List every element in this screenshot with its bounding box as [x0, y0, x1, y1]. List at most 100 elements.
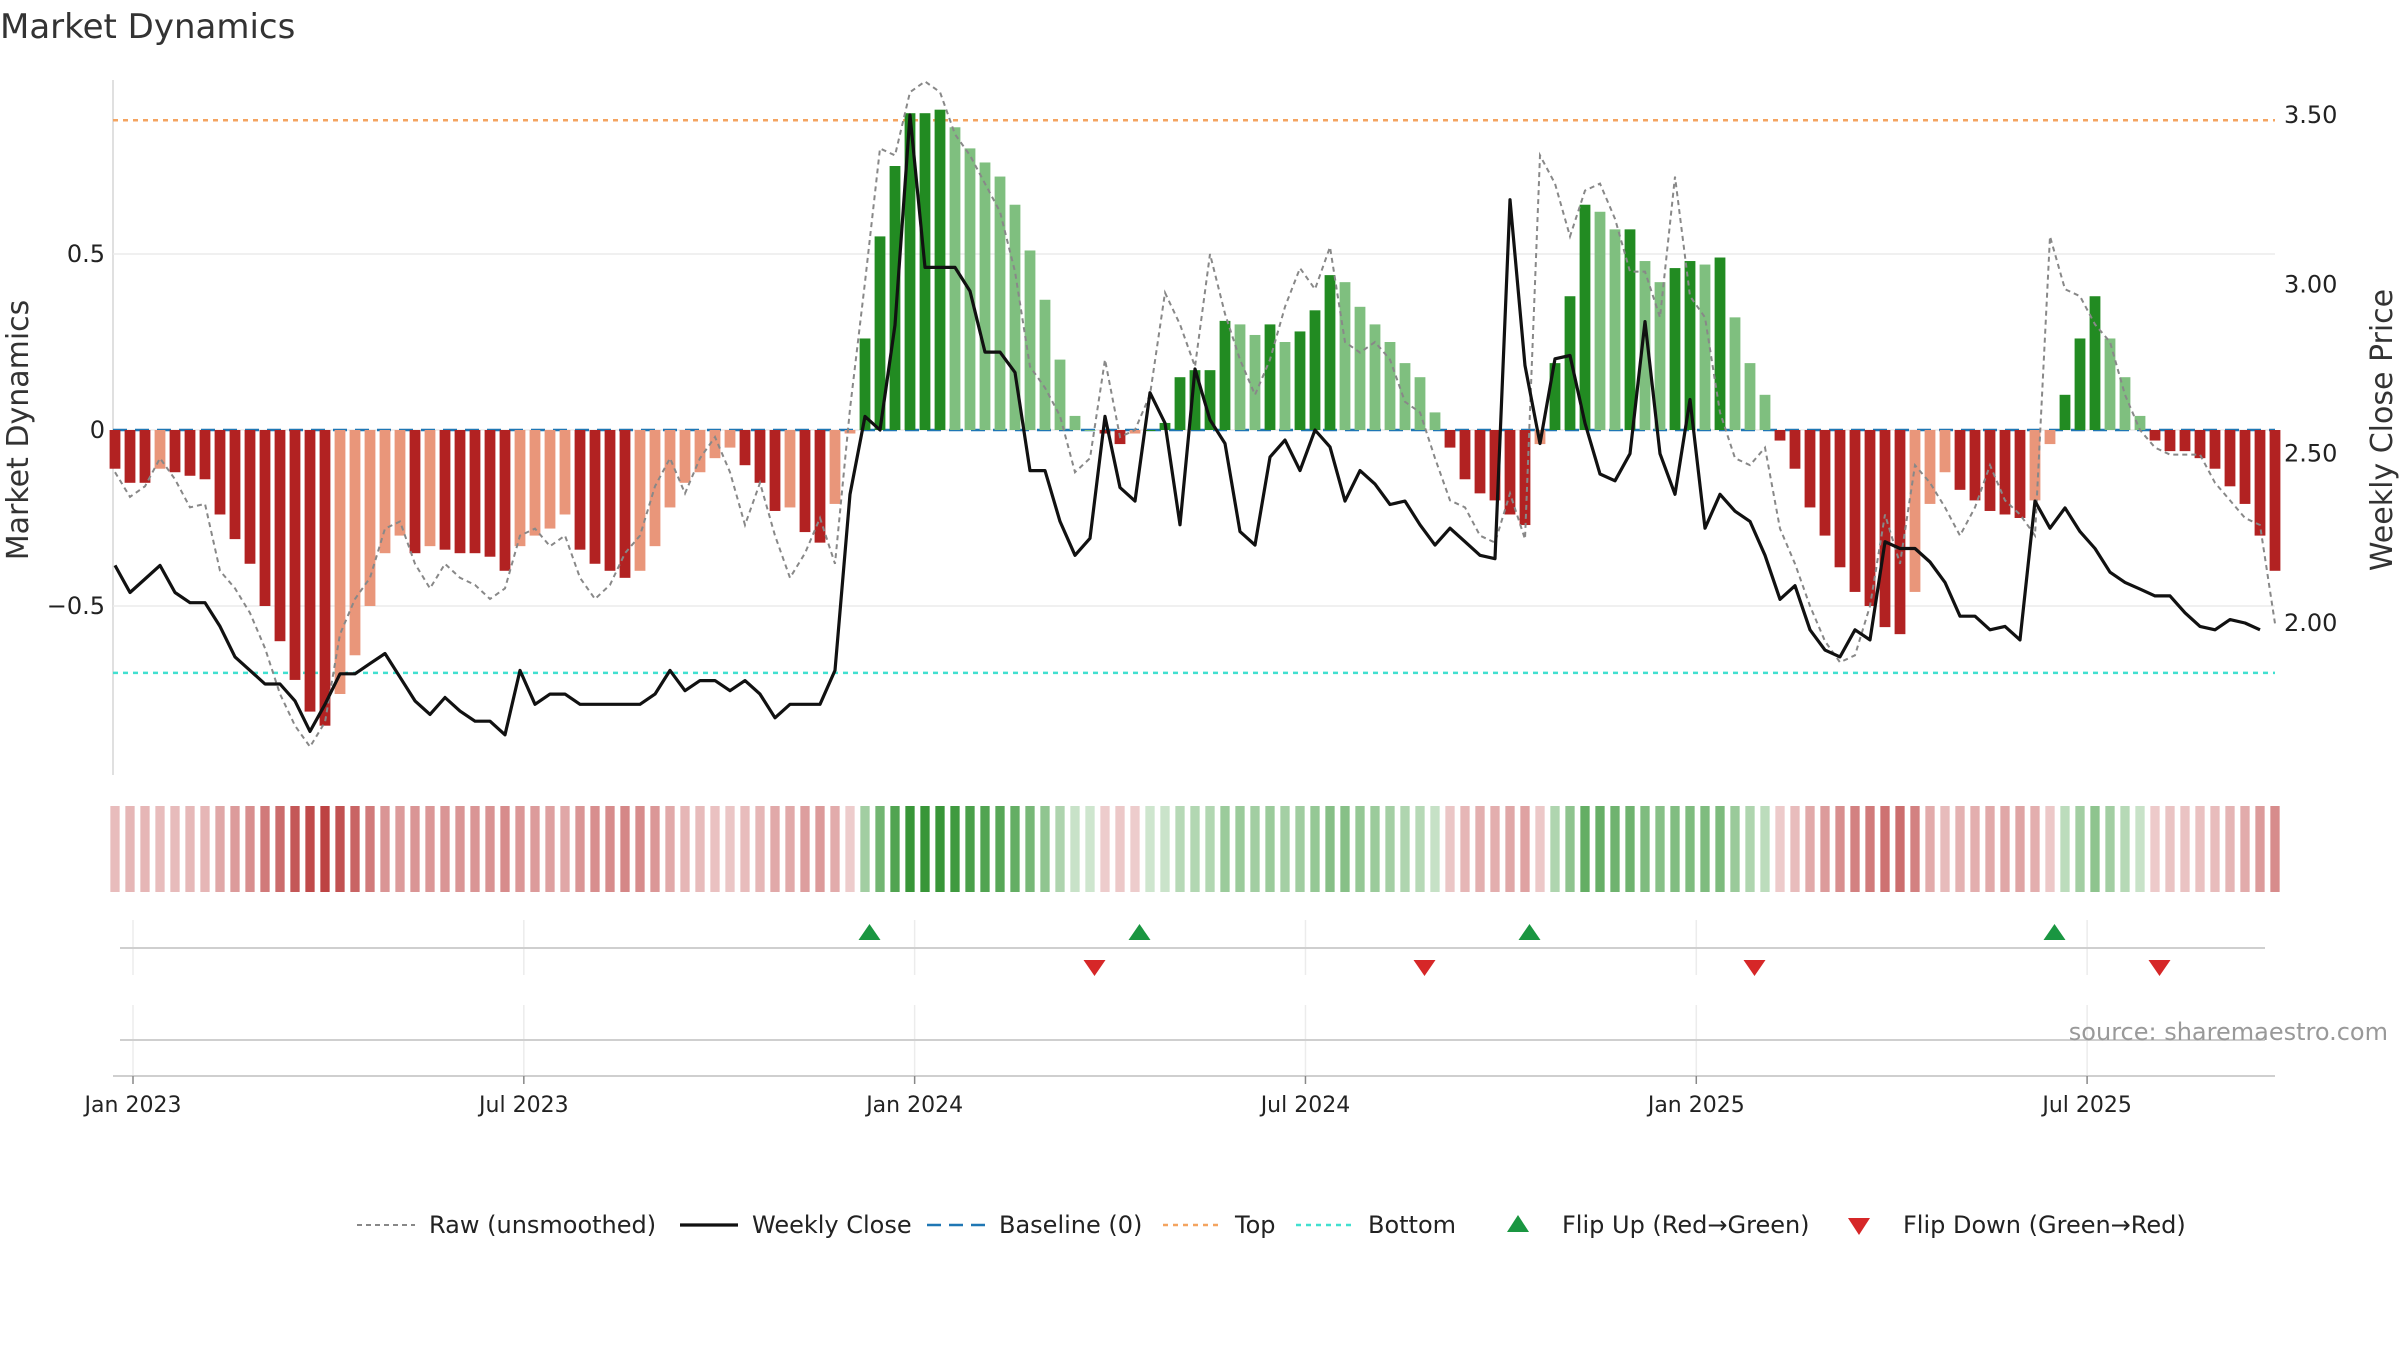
dynamics-bar — [679, 430, 691, 483]
regime-strip-cell — [530, 806, 540, 892]
dynamics-bar — [559, 430, 571, 515]
regime-strip-cell — [1445, 806, 1455, 892]
regime-strip-cell — [515, 806, 525, 892]
regime-strip-cell — [1985, 806, 1995, 892]
dynamics-bar — [754, 430, 766, 483]
x-tick-label: Jan 2025 — [1646, 1093, 1745, 1118]
regime-strip-cell — [2270, 806, 2280, 892]
dynamics-bar — [1024, 250, 1036, 430]
flip-down-marker — [2148, 960, 2171, 976]
regime-strip-cell — [1265, 806, 1275, 892]
regime-strip-cell — [2210, 806, 2220, 892]
dynamics-bar — [1894, 430, 1906, 635]
regime-strip-cell — [920, 806, 930, 892]
regime-strip-cell — [1760, 806, 1770, 892]
dynamics-bar — [1519, 430, 1531, 526]
dynamics-bar — [229, 430, 241, 540]
close-series — [113, 113, 2261, 737]
dynamics-bar — [2104, 338, 2116, 430]
flip-down-marker — [1413, 960, 1436, 976]
regime-strip-cell — [1535, 806, 1545, 892]
dynamics-bar — [1489, 430, 1501, 501]
regime-strip-cell — [1460, 806, 1470, 892]
dynamics-bar — [1444, 430, 1456, 448]
dynamics-bar — [1144, 430, 1156, 431]
regime-strip-cell — [1175, 806, 1185, 892]
dynamics-bar — [1984, 430, 1996, 511]
regime-strip-cell — [1715, 806, 1725, 892]
regime-strip-cell — [740, 806, 750, 892]
regime-strip-cell — [815, 806, 825, 892]
legend-swatch — [1507, 1215, 1529, 1232]
dynamics-bar — [2194, 430, 2206, 459]
dynamics-bar — [1324, 275, 1336, 430]
regime-strip-cell — [395, 806, 405, 892]
dynamics-bar — [1294, 331, 1306, 430]
regime-strip-cell — [1100, 806, 1110, 892]
dynamics-bar — [2074, 338, 2086, 430]
regime-strip-cell — [425, 806, 435, 892]
dynamics-bar — [1099, 430, 1111, 434]
regime-strip-cell — [2075, 806, 2085, 892]
regime-strip-cell — [1625, 806, 1635, 892]
regime-strip-cell — [2030, 806, 2040, 892]
dynamics-bar — [2164, 430, 2176, 452]
regime-strip-cell — [1190, 806, 1200, 892]
regime-strip-cell — [410, 806, 420, 892]
regime-strip-cell — [440, 806, 450, 892]
dynamics-bar — [1729, 317, 1741, 430]
dynamics-bar — [1594, 211, 1606, 430]
regime-strip-cell — [860, 806, 870, 892]
regime-strip-cell — [1505, 806, 1515, 892]
regime-strip-cell — [1310, 806, 1320, 892]
regime-strip-cell — [380, 806, 390, 892]
regime-strip-cell — [1295, 806, 1305, 892]
regime-strip-cell — [800, 806, 810, 892]
dynamics-bar — [169, 430, 181, 473]
dynamics-bar — [604, 430, 616, 571]
dynamics-bar — [634, 430, 646, 571]
dynamics-bar — [409, 430, 421, 554]
flip-down-marker — [1743, 960, 1766, 976]
dynamics-bar — [1174, 377, 1186, 430]
dynamics-bar — [1744, 363, 1756, 430]
y-right-tick-label: 3.50 — [2284, 101, 2337, 129]
dynamics-bar — [394, 430, 406, 536]
regime-strip-cell — [200, 806, 210, 892]
legend-label: Flip Down (Green→Red) — [1903, 1211, 2186, 1239]
dynamics-bar — [1879, 430, 1891, 628]
x-tick-label: Jul 2024 — [1259, 1093, 1351, 1118]
dynamics-bar — [1219, 320, 1231, 430]
dynamics-bar — [2119, 377, 2131, 430]
dynamics-bar — [1654, 282, 1666, 430]
regime-strip-cell — [1565, 806, 1575, 892]
regime-strip-cell — [725, 806, 735, 892]
dynamics-bar — [1999, 430, 2011, 515]
regime-strip-cell — [1940, 806, 1950, 892]
regime-strip-cell — [635, 806, 645, 892]
regime-strip-cell — [605, 806, 615, 892]
dynamics-bar — [1624, 229, 1636, 430]
y-left-tick-label: −0.5 — [47, 592, 105, 620]
dynamics-bar — [289, 430, 301, 680]
dynamics-bar — [934, 109, 946, 431]
regime-strip-cell — [2045, 806, 2055, 892]
regime-strip-cell — [1820, 806, 1830, 892]
dynamics-bar — [2179, 430, 2191, 452]
dynamics-bar — [1399, 363, 1411, 430]
regime-strip-cell — [1745, 806, 1755, 892]
regime-strip-cell — [755, 806, 765, 892]
regime-strip-cell — [2135, 806, 2145, 892]
regime-strip-cell — [1640, 806, 1650, 892]
regime-strip-cell — [935, 806, 945, 892]
regime-strip-cell — [1370, 806, 1380, 892]
y-right-tick-label: 3.00 — [2284, 270, 2337, 298]
dynamics-bar — [2134, 415, 2146, 430]
regime-strip-cell — [1220, 806, 1230, 892]
regime-strip-cell — [1385, 806, 1395, 892]
regime-strip-cell — [2090, 806, 2100, 892]
regime-strip-cell — [305, 806, 315, 892]
dynamics-bar — [1834, 430, 1846, 568]
dynamics-bar — [904, 113, 916, 430]
regime-strip-cell — [2150, 806, 2160, 892]
